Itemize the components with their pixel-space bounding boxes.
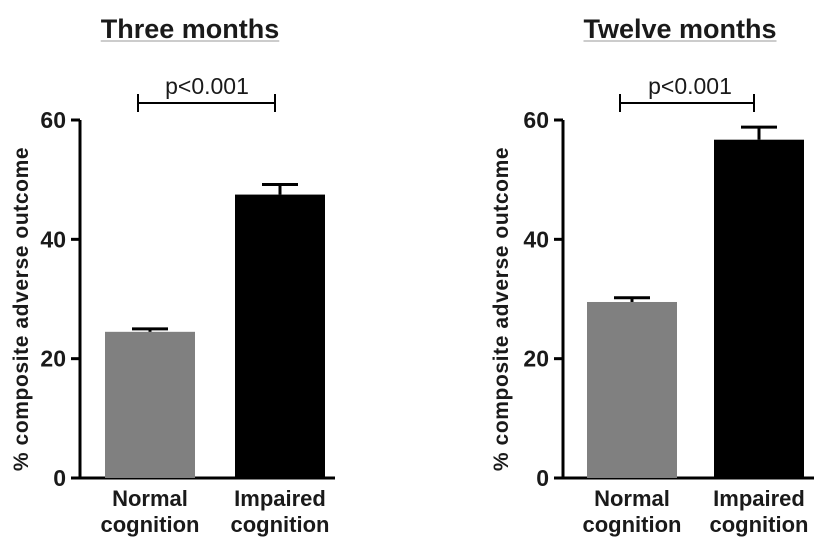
y-axis-label: % composite adverse outcome: [490, 147, 513, 471]
x-category-label: cognition: [710, 512, 809, 537]
y-tick-label: 0: [536, 465, 549, 491]
x-category-label: Normal: [112, 486, 188, 511]
chart-panel-three-months: Three months % composite adverse outcome 0…: [10, 14, 335, 537]
x-category-label: cognition: [583, 512, 682, 537]
chart-panel-twelve-months: Twelve months % composite adverse outcome…: [490, 14, 814, 537]
bar-impaired: [714, 139, 804, 478]
bar-normal: [105, 331, 195, 478]
p-value-label: p<0.001: [165, 73, 249, 99]
y-tick-label: 20: [40, 346, 66, 372]
y-tick-label: 0: [53, 465, 66, 491]
y-tick-label: 60: [523, 107, 549, 133]
chart-title: Three months: [101, 14, 280, 44]
y-tick-label: 40: [40, 226, 66, 252]
bar-normal: [587, 301, 677, 478]
x-category-label: Impaired: [713, 486, 805, 511]
y-axis-label: % composite adverse outcome: [10, 147, 33, 471]
y-tick-label: 20: [523, 346, 549, 372]
x-category-label: Impaired: [234, 486, 326, 511]
y-tick-label: 40: [523, 226, 549, 252]
chart-title: Twelve months: [583, 14, 776, 44]
y-tick-label: 60: [40, 107, 66, 133]
bar-impaired: [235, 194, 325, 479]
p-value-label: p<0.001: [648, 73, 732, 99]
x-category-label: cognition: [101, 512, 200, 537]
x-category-label: Normal: [594, 486, 670, 511]
x-category-label: cognition: [231, 512, 330, 537]
